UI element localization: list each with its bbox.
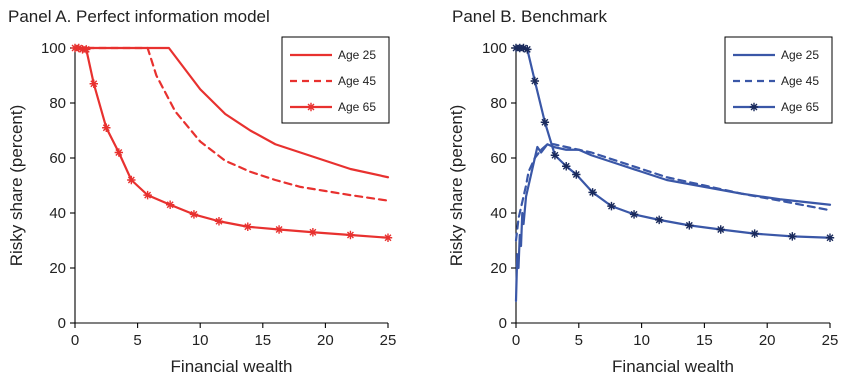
y-tick-label: 60 [49,150,66,167]
data-point-star [274,225,284,234]
x-tick-label: 25 [822,332,839,349]
data-point-star [530,76,540,86]
panel-title: Panel B. Benchmark [452,7,607,26]
series-age-65 [511,43,835,242]
data-point-star [519,43,528,53]
data-point-star [143,190,152,200]
data-point-star [102,123,111,132]
data-point-star [588,188,597,197]
data-point-star [89,79,98,88]
y-tick-label: 40 [49,205,66,222]
data-point-star [716,225,725,234]
data-point-star [243,222,252,231]
data-point-star [74,43,83,53]
y-tick-label: 20 [490,260,507,277]
data-point-star [308,228,318,237]
x-tick-label: 20 [317,332,334,349]
series-line [73,46,390,202]
panel-title: Panel A. Perfect information model [8,7,270,26]
legend-label: Age 65 [781,100,819,114]
x-tick-label: 15 [696,332,713,349]
x-tick-label: 10 [633,332,650,349]
panel-b: Panel B. Benchmark 0 20 40 60 80 100 0 5 10 15 20 25… [447,7,838,376]
series-line [514,143,832,242]
legend-label: Age 45 [781,74,819,88]
y-tick-label: 100 [41,40,66,57]
data-point-star [523,45,532,54]
x-axis-title: Financial wealth [171,357,293,376]
y-axis-title: Risky share (percent) [447,105,466,267]
data-point-star [82,45,91,54]
x-tick-label: 0 [71,332,79,349]
data-point-star [540,118,550,127]
legend-box [724,36,833,124]
legend-marker [749,102,759,112]
data-point-star [189,210,199,219]
legend-label: Age 25 [338,48,376,62]
x-tick-label: 5 [133,332,141,349]
data-point-star [165,200,175,209]
y-axis-title: Risky share (percent) [7,105,26,267]
legend-marker [306,102,316,112]
y-tick-label: 20 [49,260,66,277]
legend: Age 25 Age 45 Age 65 [724,36,833,124]
x-axis-title: Financial wealth [612,357,734,376]
legend-label: Age 65 [338,100,376,114]
y-tick-label: 0 [499,315,507,332]
legend: Age 25 Age 45 Age 65 [281,36,390,124]
y-tick-label: 0 [58,315,66,332]
legend-box [281,36,390,124]
data-point-star [788,232,797,241]
x-tick-label: 20 [759,332,776,349]
legend-label: Age 25 [781,48,819,62]
data-point-star [629,210,639,219]
data-point-star [572,170,581,179]
x-tick-label: 0 [512,332,520,349]
data-point-star [114,148,124,157]
data-point-star [562,162,571,171]
y-tick-label: 100 [482,40,507,57]
data-point-star [825,233,835,242]
x-tick-label: 25 [380,332,397,349]
x-tick-label: 10 [192,332,209,349]
data-point-star [214,217,224,226]
data-point-star [607,201,616,211]
y-tick-label: 60 [490,150,507,167]
x-tick-label: 5 [575,332,583,349]
series-age-65 [70,43,393,242]
x-tick-label: 15 [254,332,271,349]
data-point-star [127,175,136,185]
data-point-star [750,229,759,238]
data-point-star [383,233,393,242]
series-age-45 [73,46,390,202]
data-point-star [685,221,694,230]
data-point-star [346,230,355,240]
legend-label: Age 45 [338,74,376,88]
y-tick-label: 80 [490,95,507,112]
panel-a: Panel A. Perfect information model 0 20 40 6… [7,7,396,376]
y-tick-label: 40 [490,205,507,222]
data-point-star [654,215,664,225]
y-tick-label: 80 [49,95,66,112]
data-point-star [550,151,560,160]
series-age-45 [514,143,832,242]
